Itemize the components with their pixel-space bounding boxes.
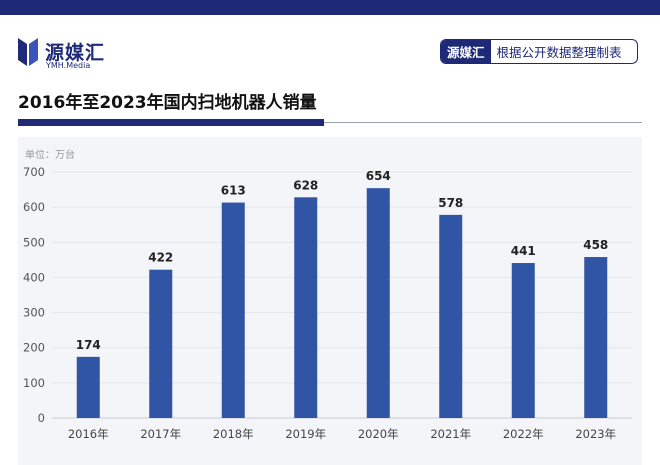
y-tick-label: 700 (23, 165, 45, 179)
y-tick-label: 400 (23, 270, 45, 284)
data-label: 654 (366, 169, 391, 183)
bar-6 (511, 263, 535, 418)
chart-panel (18, 137, 642, 465)
bar-1 (149, 269, 173, 418)
x-tick-label: 2017年 (140, 427, 181, 441)
title-underline-rule (324, 122, 642, 123)
bar-4 (366, 188, 390, 418)
title-underline-accent (18, 119, 324, 126)
bar-3 (294, 197, 318, 418)
bar-0 (76, 356, 100, 418)
data-label: 613 (221, 184, 246, 198)
x-tick-label: 2019年 (285, 427, 326, 441)
y-tick-label: 600 (23, 200, 45, 214)
x-tick-label: 2020年 (358, 427, 399, 441)
logo-mark-icon (18, 38, 38, 66)
x-tick-label: 2021年 (430, 427, 471, 441)
bar-7 (584, 257, 608, 418)
y-tick-label: 0 (38, 411, 45, 425)
data-label: 628 (293, 178, 318, 192)
source-tag: 源媒汇 (441, 40, 491, 63)
brand-logo: 源媒汇 YMH.Media (18, 36, 138, 72)
bar-5 (439, 214, 463, 418)
y-tick-label: 200 (23, 341, 45, 355)
data-label: 458 (583, 238, 608, 252)
x-tick-label: 2016年 (68, 427, 109, 441)
data-label: 578 (438, 196, 463, 210)
x-tick-label: 2018年 (213, 427, 254, 441)
source-text: 根据公开数据整理制表 (496, 45, 622, 60)
x-tick-label: 2023年 (575, 427, 616, 441)
y-tick-label: 100 (23, 376, 45, 390)
top-band (0, 0, 660, 15)
bar-2 (221, 202, 245, 418)
source-badge: 源媒汇 根据公开数据整理制表 (440, 39, 638, 64)
y-unit-label: 单位：万台 (25, 150, 75, 161)
data-label: 441 (511, 244, 536, 258)
brand-subtitle: YMH.Media (46, 61, 91, 70)
data-label: 422 (148, 251, 173, 265)
x-tick-label: 2022年 (503, 427, 544, 441)
chart-title: 2016年至2023年国内扫地机器人销量 (18, 93, 317, 113)
brand-name: 源媒汇 (45, 42, 106, 64)
data-label: 174 (76, 338, 101, 352)
y-tick-label: 500 (23, 235, 45, 249)
y-tick-label: 300 (23, 306, 45, 320)
